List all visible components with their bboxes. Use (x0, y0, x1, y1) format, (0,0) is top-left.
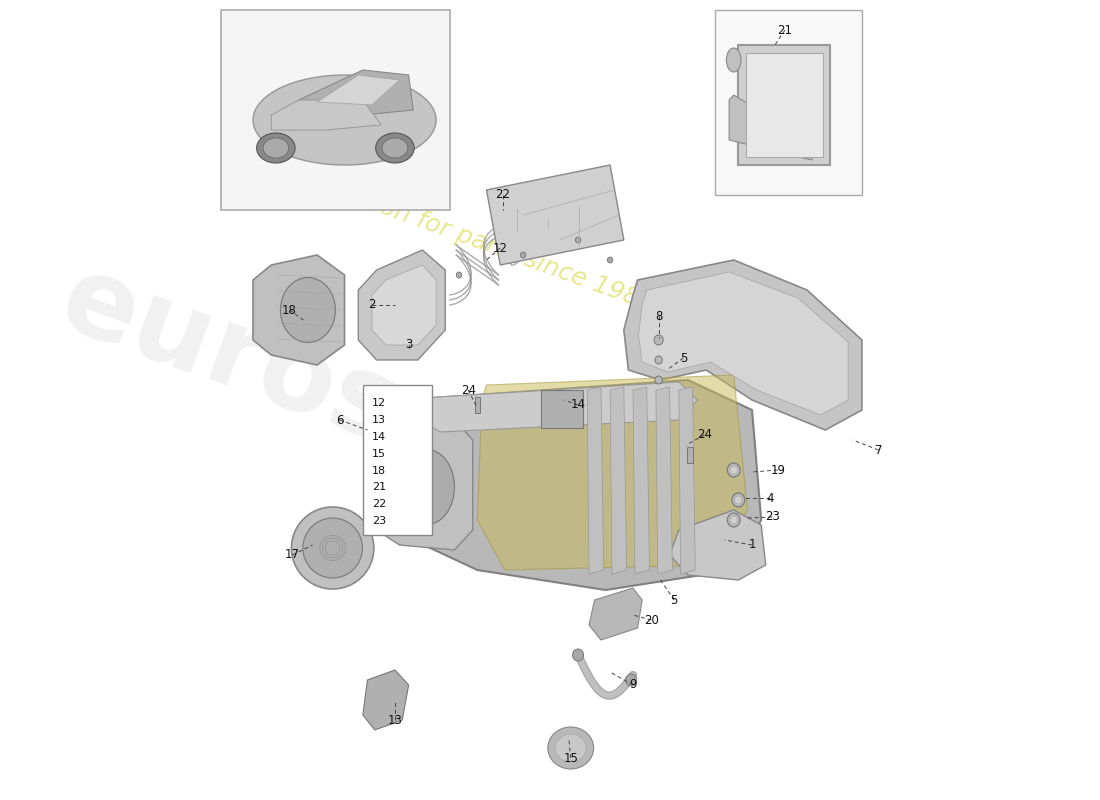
Ellipse shape (256, 133, 295, 163)
Circle shape (654, 356, 662, 364)
Text: 14: 14 (571, 398, 585, 411)
Text: 15: 15 (563, 751, 579, 765)
Text: 5: 5 (671, 594, 678, 606)
Text: 13: 13 (372, 415, 386, 425)
Text: 22: 22 (372, 499, 386, 510)
Circle shape (575, 237, 581, 243)
Polygon shape (729, 95, 816, 160)
Text: 2: 2 (368, 298, 376, 311)
Polygon shape (363, 670, 408, 730)
Text: 20: 20 (644, 614, 659, 626)
Polygon shape (624, 260, 862, 430)
Text: 21: 21 (372, 482, 386, 492)
Polygon shape (587, 387, 604, 574)
Ellipse shape (399, 450, 454, 525)
Polygon shape (299, 70, 414, 115)
Ellipse shape (263, 138, 288, 158)
Text: 1: 1 (748, 538, 756, 551)
Polygon shape (376, 420, 473, 550)
Circle shape (456, 272, 462, 278)
Ellipse shape (382, 138, 408, 158)
Circle shape (626, 674, 637, 686)
Circle shape (732, 493, 745, 507)
Polygon shape (656, 387, 672, 574)
Polygon shape (638, 272, 848, 415)
Polygon shape (477, 375, 748, 570)
Text: 12: 12 (372, 398, 386, 408)
Bar (688, 447, 693, 463)
Polygon shape (632, 387, 649, 574)
Polygon shape (359, 250, 446, 360)
Text: 4: 4 (767, 491, 774, 505)
Circle shape (730, 466, 737, 474)
Polygon shape (670, 510, 766, 580)
Polygon shape (395, 380, 761, 590)
Circle shape (727, 463, 740, 477)
Bar (738, 45, 829, 165)
Polygon shape (272, 100, 382, 130)
Text: eurospares: eurospares (46, 246, 744, 586)
Text: 15: 15 (372, 449, 386, 458)
Circle shape (573, 649, 583, 661)
Ellipse shape (556, 734, 586, 762)
Ellipse shape (376, 133, 414, 163)
Text: 23: 23 (764, 510, 780, 523)
Text: 21: 21 (778, 23, 792, 37)
Bar (746, 53, 823, 157)
Text: 14: 14 (372, 432, 386, 442)
Text: 24: 24 (461, 383, 475, 397)
Bar (541, 390, 583, 428)
Ellipse shape (292, 507, 374, 589)
Text: 24: 24 (697, 429, 712, 442)
Bar (221, 10, 450, 210)
Text: 22: 22 (495, 189, 510, 202)
Polygon shape (253, 255, 344, 365)
Circle shape (735, 496, 743, 504)
Text: 19: 19 (770, 463, 785, 477)
Text: 18: 18 (372, 466, 386, 475)
Text: 5: 5 (680, 351, 688, 365)
Circle shape (730, 516, 737, 524)
Circle shape (607, 257, 613, 263)
Polygon shape (679, 387, 695, 574)
Ellipse shape (253, 75, 436, 165)
Ellipse shape (726, 48, 741, 72)
Text: 13: 13 (387, 714, 403, 726)
Text: 12: 12 (493, 242, 508, 254)
Bar (363, 385, 431, 535)
Polygon shape (408, 382, 697, 432)
Text: 3: 3 (405, 338, 412, 351)
Ellipse shape (280, 278, 336, 342)
Text: a passion for parts since 1985: a passion for parts since 1985 (294, 164, 657, 316)
Polygon shape (317, 75, 399, 105)
Polygon shape (588, 588, 642, 640)
Text: 18: 18 (283, 303, 297, 317)
Text: 23: 23 (372, 516, 386, 526)
Polygon shape (372, 265, 436, 345)
Text: 7: 7 (874, 443, 882, 457)
Text: 9: 9 (629, 678, 637, 691)
Text: 8: 8 (654, 310, 662, 322)
Circle shape (520, 252, 526, 258)
Polygon shape (610, 387, 627, 574)
Text: 6: 6 (337, 414, 343, 426)
Circle shape (654, 335, 663, 345)
Polygon shape (486, 165, 624, 265)
Bar (474, 397, 480, 413)
Bar (715, 10, 862, 195)
Circle shape (727, 513, 740, 527)
Text: 17: 17 (285, 549, 300, 562)
Ellipse shape (302, 518, 362, 578)
Circle shape (654, 376, 662, 384)
Ellipse shape (548, 727, 594, 769)
